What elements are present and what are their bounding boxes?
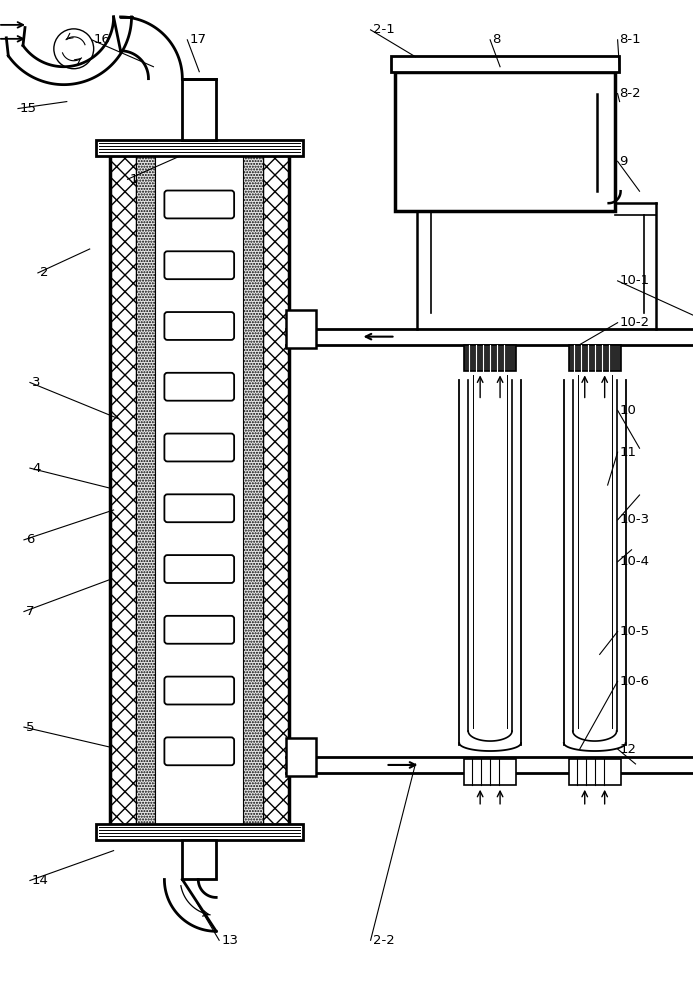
Text: 1: 1	[130, 173, 138, 186]
Bar	[96, 824, 303, 840]
Bar	[110, 156, 135, 824]
FancyBboxPatch shape	[164, 677, 234, 704]
Text: 2-1: 2-1	[373, 23, 394, 36]
FancyBboxPatch shape	[164, 251, 234, 279]
Bar	[569, 759, 620, 785]
Text: 7: 7	[26, 605, 35, 618]
Text: 10-3: 10-3	[620, 513, 650, 526]
Text: 10-4: 10-4	[620, 555, 650, 568]
Bar	[183, 79, 217, 140]
Bar	[183, 840, 217, 879]
Text: 17: 17	[189, 33, 206, 46]
Text: 10-6: 10-6	[620, 675, 650, 688]
Text: 10: 10	[620, 404, 636, 417]
Bar	[396, 72, 615, 211]
FancyBboxPatch shape	[164, 191, 234, 218]
FancyBboxPatch shape	[164, 373, 234, 401]
Bar	[391, 56, 618, 72]
Bar	[263, 156, 289, 824]
Text: 9: 9	[620, 155, 628, 168]
Text: 12: 12	[620, 743, 636, 756]
Text: 8: 8	[492, 33, 500, 46]
Text: 10-1: 10-1	[620, 274, 650, 287]
Text: 13: 13	[221, 934, 238, 947]
Text: 6: 6	[26, 533, 34, 546]
FancyBboxPatch shape	[164, 555, 234, 583]
Text: 16: 16	[94, 33, 110, 46]
Text: 2: 2	[40, 266, 49, 279]
Text: 14: 14	[32, 874, 49, 887]
Text: 10-5: 10-5	[620, 625, 650, 638]
Text: 8-1: 8-1	[620, 33, 641, 46]
Text: 15: 15	[20, 102, 37, 115]
Text: 10-2: 10-2	[620, 316, 650, 329]
Bar	[286, 738, 316, 776]
Bar	[135, 156, 155, 824]
Text: 8-2: 8-2	[620, 87, 641, 100]
Bar	[569, 345, 620, 371]
Bar	[96, 140, 303, 156]
Text: 11: 11	[620, 446, 636, 459]
Bar	[464, 759, 516, 785]
FancyBboxPatch shape	[164, 616, 234, 644]
Text: 5: 5	[26, 721, 35, 734]
Text: 2-2: 2-2	[373, 934, 394, 947]
Text: 4: 4	[32, 462, 40, 475]
FancyBboxPatch shape	[164, 737, 234, 765]
Bar	[464, 345, 516, 371]
FancyBboxPatch shape	[164, 312, 234, 340]
FancyBboxPatch shape	[164, 434, 234, 461]
Text: 3: 3	[32, 376, 40, 389]
Bar	[155, 156, 243, 824]
Bar	[286, 310, 316, 348]
Bar	[243, 156, 263, 824]
FancyBboxPatch shape	[164, 494, 234, 522]
